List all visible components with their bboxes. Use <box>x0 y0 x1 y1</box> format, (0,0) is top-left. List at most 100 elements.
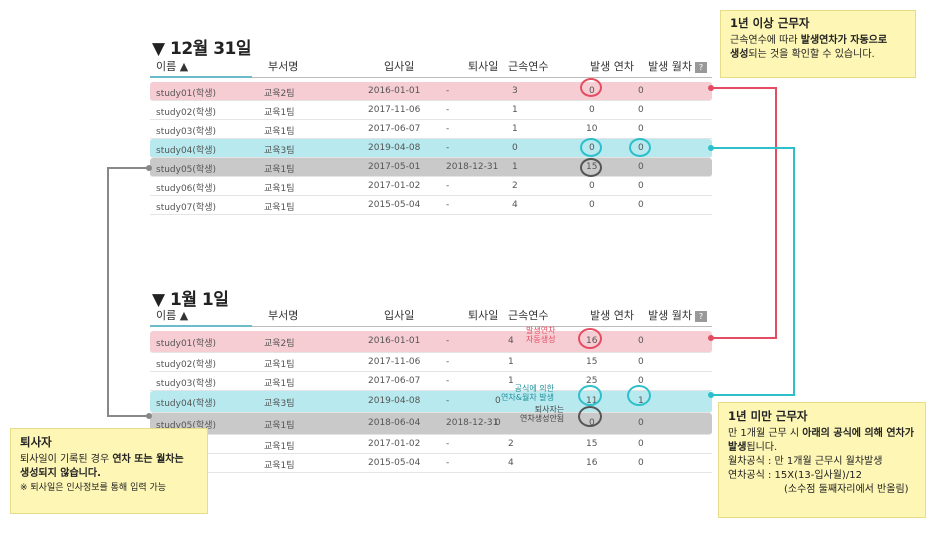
header-years[interactable]: 근속연수 <box>508 309 549 322</box>
cell-join: 2019-04-08 <box>368 396 421 406</box>
header-name-sort[interactable]: 이름 ▲ <box>156 60 189 73</box>
cell-dept: 교육1팀 <box>264 379 295 389</box>
connector-line <box>775 87 777 338</box>
header-monthly-leave[interactable]: 발생 월차? <box>648 58 707 74</box>
cell-dept: 교육1팀 <box>264 461 295 471</box>
cell-leave: - <box>446 181 450 191</box>
header-dept[interactable]: 부서명 <box>268 309 299 322</box>
cell-dept: 교육1팀 <box>264 108 295 118</box>
cell-years: 4 <box>512 200 518 210</box>
table-row[interactable]: study05(학생) 교육1팀 2018-06-04 2018-12-31 0… <box>150 413 712 435</box>
header-leave-date[interactable]: 퇴사일 <box>468 309 499 322</box>
cell-annual: 0 <box>589 200 595 210</box>
header-leave-date[interactable]: 퇴사일 <box>468 60 499 73</box>
highlight-circle <box>578 385 602 406</box>
cell-leave: - <box>446 86 450 96</box>
cell-dept: 교육3팀 <box>264 399 295 409</box>
cell-monthly: 0 <box>638 124 644 134</box>
cell-leave: - <box>446 396 450 406</box>
help-icon[interactable]: ? <box>694 310 707 322</box>
connector-line <box>108 167 148 169</box>
header-dept[interactable]: 부서명 <box>268 60 299 73</box>
callout-emphasis: 아래의 공식에 의해 연차가 <box>802 428 914 439</box>
header-join-date[interactable]: 입사일 <box>384 309 415 322</box>
table-row[interactable]: study03(학생) 교육1팀 2017-06-07 - 1 10 0 <box>150 120 712 139</box>
cell-name: study06(학생) <box>156 184 216 194</box>
cell-monthly: 0 <box>638 105 644 115</box>
connector-line <box>711 394 795 396</box>
cell-dept: 교육1팀 <box>264 127 295 137</box>
table-row[interactable]: study01(학생) 교육2팀 2016-01-01 - 4 16 0 <box>150 331 712 353</box>
cell-leave: - <box>446 439 450 449</box>
cell-years: 4 <box>508 336 514 346</box>
header-name-sort[interactable]: 이름 ▲ <box>156 309 189 322</box>
cell-name: study03(학생) <box>156 127 216 137</box>
cell-join: 2017-11-06 <box>368 357 421 367</box>
highlight-circle <box>629 138 651 157</box>
header-years[interactable]: 근속연수 <box>508 60 549 73</box>
cell-name: study03(학생) <box>156 379 216 389</box>
header-annual-leave[interactable]: 발생 연차 <box>590 309 634 322</box>
highlight-circle <box>627 385 651 406</box>
cell-annual: 10 <box>586 124 598 134</box>
callout-emphasis: 생성 <box>730 49 749 60</box>
cell-join: 2017-01-02 <box>368 439 421 449</box>
table-row[interactable]: study07(학생) 교육1팀 2015-05-04 - 4 0 0 <box>150 196 712 215</box>
cell-annual: 15 <box>586 439 598 449</box>
cell-years: 1 <box>512 124 518 134</box>
cell-join: 2018-06-04 <box>368 418 421 428</box>
monthly-formula: 월차공식 : 만 1개월 근무시 월차발생 <box>728 456 883 467</box>
cell-annual: 16 <box>586 458 598 468</box>
connector-line <box>107 415 148 417</box>
cell-years: 0 <box>495 396 501 406</box>
connector-dot <box>708 392 714 398</box>
table-row[interactable]: 교육1팀 2017-01-02 - 2 15 0 <box>150 435 712 454</box>
cell-name: study05(학생) <box>156 165 216 175</box>
cell-years: 1 <box>508 376 514 386</box>
cell-join: 2017-11-06 <box>368 105 421 115</box>
note-line: 퇴사자는 <box>534 405 565 414</box>
cell-name: study04(학생) <box>156 146 216 156</box>
table-row[interactable]: study01(학생) 교육2팀 2016-01-01 - 3 0 0 <box>150 82 712 101</box>
cell-leave: - <box>446 105 450 115</box>
table-row[interactable]: study04(학생) 교육3팀 2019-04-08 - 0 0 0 <box>150 139 712 158</box>
cell-leave: - <box>446 376 450 386</box>
callout-text: 만 1개월 근무 시 <box>728 428 803 439</box>
cell-monthly: 0 <box>638 181 644 191</box>
connector-line <box>711 147 794 149</box>
cell-join: 2019-04-08 <box>368 143 421 153</box>
cell-leave: - <box>446 124 450 134</box>
callout-emphasis: 연차 또는 월차는 <box>112 454 184 465</box>
table-row[interactable]: study03(학생) 교육1팀 2017-06-07 - 1 25 0 <box>150 372 712 391</box>
cell-name: study05(학생) <box>156 421 216 431</box>
cell-dept: 교육1팀 <box>264 203 295 213</box>
cell-dept: 교육2팀 <box>264 339 295 349</box>
cell-monthly: 0 <box>638 162 644 172</box>
header-join-date[interactable]: 입사일 <box>384 60 415 73</box>
cell-dept: 교육1팀 <box>264 360 295 370</box>
callout-under-one-year: 1년 미만 근무자 만 1개월 근무 시 아래의 공식에 의해 연차가 발생됩니… <box>718 402 926 518</box>
cell-years: 1 <box>512 162 518 172</box>
cell-join: 2016-01-01 <box>368 336 421 346</box>
cell-monthly: 0 <box>638 357 644 367</box>
cell-annual: 15 <box>586 357 598 367</box>
callout-line: 퇴사일이 기록된 경우 연차 또는 월차는 <box>20 453 198 467</box>
highlight-circle <box>578 328 602 349</box>
table-row[interactable]: study02(학생) 교육1팀 2017-11-06 - 1 15 0 <box>150 353 712 372</box>
callout-over-one-year: 1년 이상 근무자 근속연수에 따라 발생연차가 자동으로 생성되는 것을 확인… <box>720 10 916 78</box>
header-monthly-leave[interactable]: 발생 월차? <box>648 307 707 323</box>
note-line: 발생연차 <box>526 326 556 335</box>
header-annual-leave[interactable]: 발생 연차 <box>590 60 634 73</box>
cell-name: study02(학생) <box>156 360 216 370</box>
help-icon[interactable]: ? <box>694 61 707 73</box>
connector-dot <box>708 335 714 341</box>
cell-leave: - <box>446 200 450 210</box>
callout-line: 만 1개월 근무 시 아래의 공식에 의해 연차가 <box>728 427 916 441</box>
table-row[interactable]: study05(학생) 교육1팀 2017-05-01 2018-12-31 1… <box>150 158 712 177</box>
table-row[interactable]: study06(학생) 교육1팀 2017-01-02 - 2 0 0 <box>150 177 712 196</box>
table-row[interactable]: study02(학생) 교육1팀 2017-11-06 - 1 0 0 <box>150 101 712 120</box>
cell-annual: 0 <box>589 105 595 115</box>
table-row[interactable]: 교육1팀 2015-05-04 - 4 16 0 <box>150 454 712 473</box>
cell-years: 3 <box>512 86 518 96</box>
cell-years: 1 <box>512 105 518 115</box>
